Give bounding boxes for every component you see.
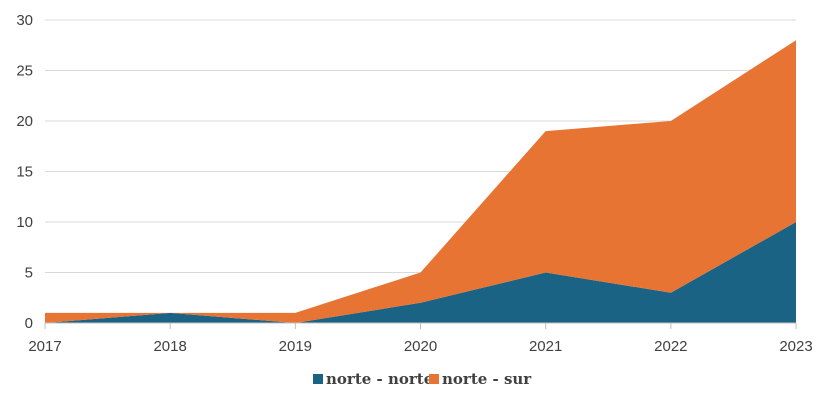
legend-label: norte - sur <box>442 370 532 388</box>
y-tick-label: 5 <box>25 265 33 282</box>
x-tick-label: 2019 <box>279 338 312 355</box>
legend-swatch <box>313 374 323 384</box>
area-series-0 <box>45 222 796 323</box>
x-tick-label: 2017 <box>28 338 61 355</box>
x-tick-label: 2018 <box>153 338 186 355</box>
x-tick-label: 2020 <box>404 338 437 355</box>
x-tick-label: 2022 <box>654 338 687 355</box>
axes: 0 5 10 15 20 25 30 2017 2018 2019 2020 2021 2022 2023 <box>16 12 812 355</box>
area-series-1 <box>45 40 796 323</box>
legend-swatch <box>429 374 439 384</box>
grid-lines <box>45 19 796 324</box>
y-tick-label: 25 <box>16 63 33 80</box>
plot-area <box>45 40 796 323</box>
y-tick-label: 15 <box>16 164 33 181</box>
y-tick-label: 20 <box>16 113 33 130</box>
legend: norte - norte norte - sur <box>313 370 532 388</box>
legend-label: norte - norte <box>326 370 433 388</box>
y-tick-label: 30 <box>16 12 33 29</box>
x-tick-label: 2021 <box>529 338 562 355</box>
x-tick-label: 2023 <box>779 338 812 355</box>
y-tick-label: 0 <box>25 315 33 332</box>
y-tick-label: 10 <box>16 214 33 231</box>
